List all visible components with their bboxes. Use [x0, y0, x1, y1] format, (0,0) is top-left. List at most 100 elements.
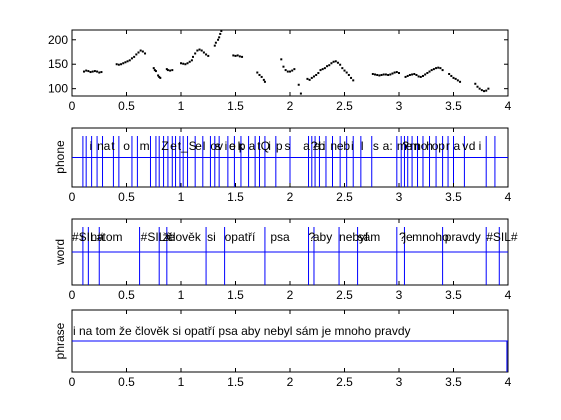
x-tick-label: 1.5: [227, 375, 244, 389]
tier-label: Z: [161, 139, 168, 153]
pitch-point: [341, 67, 344, 70]
pitch-point: [157, 74, 160, 77]
pitch-point: [382, 73, 385, 76]
pitch-point: [124, 61, 127, 64]
pitch-point: [166, 69, 169, 72]
pitch-point: [454, 77, 457, 80]
pitch-point: [315, 73, 318, 76]
tier-label: v: [462, 139, 468, 153]
tier-label: o: [210, 139, 217, 153]
tier-label: s: [373, 139, 379, 153]
x-tick-label: 0.5: [118, 190, 135, 204]
pitch-point: [413, 73, 416, 75]
pitch-point: [441, 69, 444, 72]
pitch-point: [308, 78, 311, 81]
pitch-point: [478, 87, 481, 90]
pitch-point: [424, 73, 427, 76]
tier-label: p: [239, 139, 246, 153]
pitch-point: [374, 73, 377, 76]
tier-label: i na tom že člověk si opatří psa aby neb…: [73, 324, 411, 338]
x-tick-label: 3.5: [445, 375, 462, 389]
tier-label: nebyl: [339, 230, 368, 244]
pitch-point: [284, 69, 287, 72]
pitch-point: [184, 63, 187, 66]
pitch-point: [159, 76, 162, 79]
word-ylabel: word: [53, 239, 67, 266]
pitch-point: [347, 73, 350, 76]
pitch-point: [139, 49, 142, 52]
tier-label: ?: [402, 139, 409, 153]
phrase-ylabel: phrase: [53, 322, 67, 359]
tier-label: s: [285, 139, 291, 153]
x-tick-label: 3.5: [445, 190, 462, 204]
pitch-point: [171, 69, 174, 72]
tier-label: p: [276, 139, 283, 153]
pitch-point: [406, 74, 409, 77]
tier-label: e: [195, 139, 202, 153]
tier-label: e: [170, 139, 177, 153]
tier-label: tom: [103, 230, 123, 244]
tier-label: v: [217, 139, 223, 153]
pitch-point: [126, 60, 129, 63]
pitch-point: [293, 68, 296, 71]
pitch-point: [432, 68, 435, 71]
tier-label: a: [104, 139, 111, 153]
pitch-point: [334, 60, 337, 63]
pitch-point: [389, 73, 392, 76]
pitch-point: [153, 69, 156, 72]
pitch-point: [141, 50, 144, 53]
tier-label: Q: [261, 139, 270, 153]
tier-label: na: [91, 230, 105, 244]
pitch-point: [117, 63, 120, 66]
tier-label: b: [343, 139, 350, 153]
tier-label: s: [215, 139, 221, 153]
tier-label: k: [238, 139, 245, 153]
pitch-point: [282, 65, 285, 68]
tier-label: #SIL#: [141, 230, 173, 244]
pitch-point: [202, 51, 205, 54]
pitch-point: [408, 73, 411, 76]
x-tick-label: 0.5: [118, 375, 135, 389]
pitch-point: [437, 66, 440, 69]
pitch-point: [387, 73, 390, 76]
tier-label: i: [479, 139, 482, 153]
pitch-point: [180, 62, 182, 65]
pitch-point: [137, 51, 140, 54]
x-tick-label: 1: [178, 375, 185, 389]
x-tick-label: 0: [69, 190, 76, 204]
tier-label: r: [446, 139, 450, 153]
x-tick-label: 2.5: [336, 288, 353, 302]
x-tick-label: 3: [396, 375, 403, 389]
tier-label: ?: [399, 230, 406, 244]
pitch-point: [330, 62, 333, 65]
pitch-point: [415, 73, 418, 76]
pitch-point: [120, 63, 123, 66]
x-tick-label: 2.5: [336, 375, 353, 389]
tier-label: t: [111, 139, 115, 153]
pitch-point: [236, 54, 239, 57]
tier-label: o: [229, 139, 236, 153]
pitch-point: [194, 52, 197, 55]
tier-label: n: [330, 139, 337, 153]
pitch-point: [122, 62, 125, 65]
pitch-point: [391, 72, 394, 75]
pitch-point: [306, 77, 309, 80]
tier-label: člověk: [167, 230, 202, 244]
tier-label: b: [318, 139, 325, 153]
pitch-point: [299, 92, 302, 95]
x-tick-label: 3: [396, 99, 403, 113]
pitch-point: [238, 55, 241, 58]
x-tick-label: 2: [287, 190, 294, 204]
pitch-point: [411, 73, 414, 76]
tier-label: e: [337, 139, 344, 153]
phrase-x-ticks: 0 0.5 1 1.5 2 2.5 3 3.5 4: [69, 310, 512, 389]
pitch-point: [260, 75, 263, 78]
pitch-point: [198, 48, 201, 51]
pitch-point: [326, 65, 329, 68]
pitch-point: [135, 53, 138, 56]
phone-boundaries: [72, 136, 508, 187]
pitch-point: [378, 74, 381, 77]
x-tick-label: 3: [396, 288, 403, 302]
